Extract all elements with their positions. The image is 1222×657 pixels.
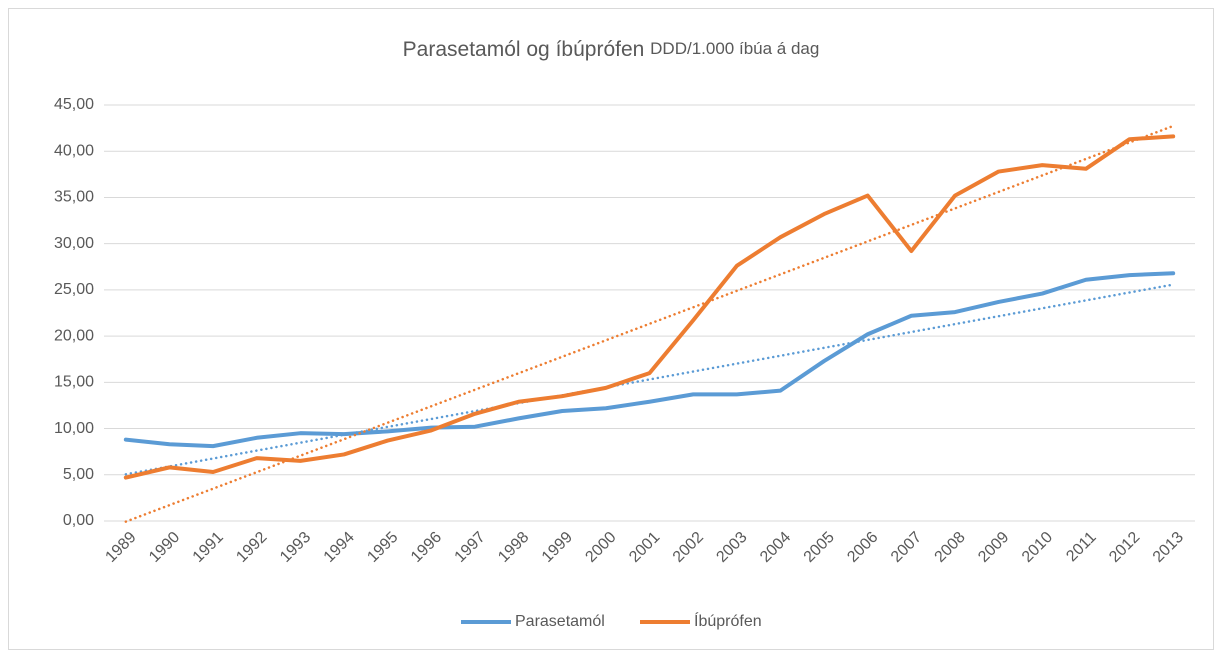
trendline bbox=[124, 124, 1175, 523]
y-tick-label: 40,00 bbox=[54, 142, 94, 159]
chart-subtitle: DDD/1.000 íbúa á dag bbox=[650, 39, 819, 58]
series-line bbox=[123, 271, 1176, 449]
y-tick-label: 0,00 bbox=[63, 512, 94, 529]
chart-border bbox=[8, 8, 1214, 650]
trendline bbox=[124, 283, 1175, 476]
legend-label: Íbúprófen bbox=[694, 611, 762, 630]
y-tick-label: 10,00 bbox=[54, 420, 94, 437]
y-tick-label: 20,00 bbox=[54, 327, 94, 344]
chart-title-group: Parasetamól og íbúprófen DDD/1.000 íbúa … bbox=[403, 38, 820, 61]
y-tick-label: 30,00 bbox=[54, 235, 94, 252]
y-tick-label: 45,00 bbox=[54, 96, 94, 113]
y-tick-label: 5,00 bbox=[63, 466, 94, 483]
chart-title: Parasetamól og íbúprófen bbox=[403, 38, 645, 61]
y-tick-label: 15,00 bbox=[54, 374, 94, 391]
y-tick-label: 25,00 bbox=[54, 281, 94, 298]
series-line bbox=[123, 134, 1176, 480]
legend-label: Parasetamól bbox=[515, 613, 605, 630]
y-tick-label: 35,00 bbox=[54, 189, 94, 206]
